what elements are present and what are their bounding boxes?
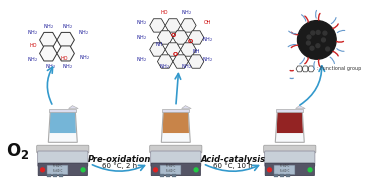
Text: Pr 60°C
St 60°C: Pr 60°C St 60°C (166, 164, 175, 173)
Polygon shape (40, 32, 57, 47)
Text: O: O (188, 39, 193, 44)
Polygon shape (181, 19, 196, 32)
Text: Pr 60°C
St 60°C: Pr 60°C St 60°C (280, 164, 289, 173)
Text: NH$_2$: NH$_2$ (202, 36, 213, 44)
Polygon shape (181, 43, 196, 56)
Polygon shape (277, 111, 303, 133)
FancyBboxPatch shape (265, 151, 315, 167)
Text: NH$_2$: NH$_2$ (202, 55, 213, 64)
Text: Acid-catalysis: Acid-catalysis (200, 155, 265, 164)
Circle shape (309, 29, 314, 33)
Text: NH$_2$: NH$_2$ (27, 28, 38, 37)
Polygon shape (68, 106, 78, 108)
Bar (286, 174, 290, 177)
Text: NH$_2$: NH$_2$ (27, 55, 38, 64)
Bar (53, 174, 57, 177)
Polygon shape (275, 111, 304, 142)
Circle shape (40, 168, 45, 172)
Text: 60 °C, 2 h: 60 °C, 2 h (102, 162, 137, 169)
Circle shape (312, 42, 316, 46)
Bar (162, 108, 189, 112)
Circle shape (268, 168, 272, 172)
Circle shape (324, 46, 328, 49)
Circle shape (316, 32, 320, 36)
FancyBboxPatch shape (151, 151, 201, 167)
FancyBboxPatch shape (38, 151, 88, 167)
Text: NH$_2$: NH$_2$ (159, 63, 170, 71)
Polygon shape (181, 106, 191, 108)
Bar (49, 108, 76, 112)
Circle shape (308, 168, 312, 172)
Polygon shape (50, 111, 76, 133)
Text: NH$_2$: NH$_2$ (62, 63, 73, 71)
Circle shape (153, 168, 158, 172)
Bar (172, 174, 176, 177)
Text: NH$_2$: NH$_2$ (62, 22, 73, 31)
Polygon shape (40, 46, 57, 61)
Text: NH$_2$: NH$_2$ (181, 63, 192, 71)
Bar (280, 174, 284, 177)
Bar (160, 174, 164, 177)
Circle shape (297, 21, 336, 59)
Text: NH$_2$: NH$_2$ (137, 33, 148, 43)
FancyBboxPatch shape (264, 145, 316, 153)
Text: NH$_2$: NH$_2$ (78, 28, 89, 37)
Polygon shape (165, 19, 181, 32)
FancyBboxPatch shape (274, 165, 295, 174)
FancyBboxPatch shape (38, 163, 88, 176)
Text: NH$_2$: NH$_2$ (137, 18, 148, 27)
Circle shape (325, 38, 329, 42)
Polygon shape (150, 19, 165, 32)
Text: Pre-oxidation: Pre-oxidation (88, 155, 151, 164)
Polygon shape (188, 55, 204, 68)
Polygon shape (188, 31, 204, 44)
Circle shape (311, 36, 315, 40)
Text: Pr 60°C
St 60°C: Pr 60°C St 60°C (53, 164, 62, 173)
Text: NH: NH (156, 42, 163, 47)
Circle shape (81, 168, 85, 172)
Text: : Functional group: : Functional group (317, 66, 361, 71)
Circle shape (326, 29, 329, 33)
Bar (59, 174, 63, 177)
Circle shape (194, 168, 198, 172)
Circle shape (317, 51, 321, 55)
Text: $\mathbf{O_2}$: $\mathbf{O_2}$ (6, 141, 29, 161)
Text: HO: HO (60, 56, 67, 61)
Text: NH: NH (192, 49, 200, 54)
FancyBboxPatch shape (150, 145, 202, 153)
Polygon shape (158, 55, 173, 68)
Polygon shape (173, 55, 188, 68)
Bar (274, 174, 278, 177)
Text: OH: OH (204, 20, 212, 25)
Bar (276, 108, 303, 112)
Text: 60 °C, 10 h: 60 °C, 10 h (213, 162, 253, 169)
FancyBboxPatch shape (47, 165, 68, 174)
FancyBboxPatch shape (265, 163, 314, 176)
Polygon shape (57, 46, 74, 61)
Polygon shape (163, 111, 189, 133)
Polygon shape (158, 31, 173, 44)
Text: NH$_2$: NH$_2$ (78, 53, 89, 62)
Text: HO: HO (160, 10, 168, 15)
Text: O: O (173, 52, 178, 57)
Text: NH$_2$: NH$_2$ (181, 9, 192, 17)
Text: HO: HO (29, 43, 36, 48)
Bar (166, 174, 170, 177)
Polygon shape (296, 106, 305, 108)
FancyBboxPatch shape (151, 163, 201, 176)
Text: NH$_2$: NH$_2$ (45, 63, 56, 71)
Text: NH$_2$: NH$_2$ (43, 22, 54, 31)
Polygon shape (150, 43, 165, 56)
Polygon shape (173, 31, 188, 44)
FancyBboxPatch shape (160, 165, 181, 174)
Text: O: O (171, 33, 177, 38)
Circle shape (308, 41, 311, 45)
Polygon shape (165, 43, 181, 56)
FancyBboxPatch shape (37, 145, 89, 153)
Text: NH$_2$: NH$_2$ (137, 55, 148, 64)
Bar (47, 174, 51, 177)
Polygon shape (161, 111, 190, 142)
Polygon shape (57, 32, 74, 47)
Polygon shape (48, 111, 77, 142)
